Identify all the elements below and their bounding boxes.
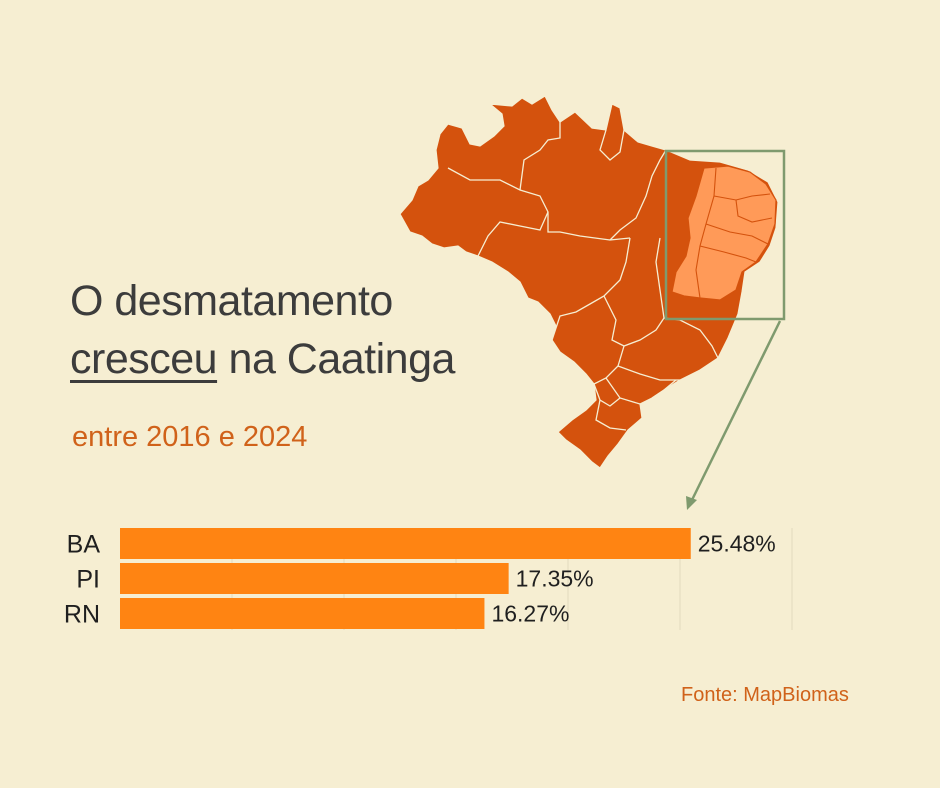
value-label-rn: 16.27%	[491, 601, 569, 627]
headline: O desmatamento cresceu na Caatinga	[70, 272, 455, 388]
value-label-pi: 17.35%	[516, 566, 594, 592]
headline-line2: cresceu na Caatinga	[70, 330, 455, 388]
bar-ba	[120, 528, 691, 559]
category-label-ba: BA	[67, 531, 101, 559]
value-label-ba: 25.48%	[698, 531, 776, 557]
caatinga-borders	[695, 167, 773, 299]
pointer-arrow	[689, 320, 782, 503]
bar-pi	[120, 563, 509, 594]
bar-rn	[120, 598, 485, 629]
arrow-head-icon	[686, 496, 697, 510]
brazil-map-shape	[399, 95, 779, 469]
highlight-box	[664, 149, 786, 321]
subtitle: entre 2016 e 2024	[72, 421, 308, 453]
headline-line1: O desmatamento	[70, 277, 393, 325]
headline-underlined-word: cresceu	[70, 335, 218, 383]
category-label-pi: PI	[76, 566, 100, 594]
category-label-rn: RN	[64, 601, 100, 629]
headline-line2-rest: na Caatinga	[217, 335, 456, 383]
source-note: Fonte: MapBiomas	[681, 684, 849, 706]
caatinga-region	[671, 165, 777, 301]
